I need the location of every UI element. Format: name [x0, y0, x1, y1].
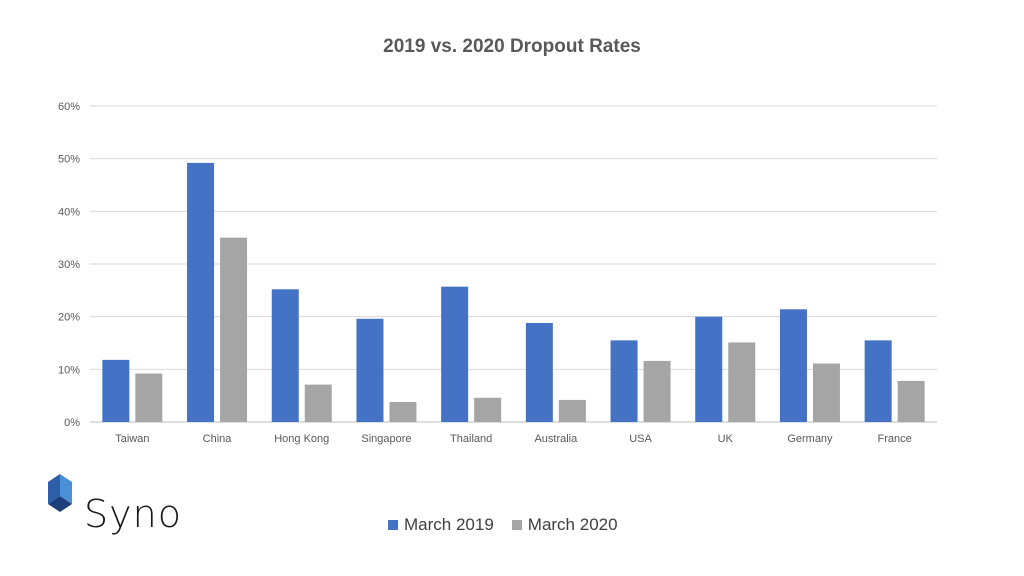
bar-march-2020-singapore [389, 401, 417, 422]
x-category-label: UK [718, 433, 734, 445]
x-category-label: China [203, 433, 233, 445]
bar-march-2020-china [220, 237, 248, 422]
bar-march-2020-france [897, 380, 925, 422]
bar-march-2019-uk [695, 316, 723, 422]
legend-swatch-march-2019 [388, 520, 398, 530]
y-tick-label: 30% [58, 259, 80, 271]
bars [102, 162, 925, 422]
bar-march-2019-germany [779, 309, 807, 422]
legend-item-march-2020: March 2020 [511, 515, 618, 535]
y-tick-label: 50% [58, 154, 80, 166]
chart-title: 2019 vs. 2020 Dropout Rates [383, 36, 641, 57]
bar-march-2019-usa [610, 340, 638, 422]
bar-march-2019-australia [525, 322, 553, 422]
x-category-label: Germany [787, 433, 833, 445]
y-tick-label: 10% [58, 364, 80, 376]
bar-march-2019-taiwan [102, 359, 130, 422]
bar-march-2020-australia [558, 399, 586, 422]
cube-logo-icon [48, 474, 72, 512]
bar-march-2019-thailand [441, 286, 469, 422]
bar-march-2019-hong-kong [271, 289, 299, 422]
x-category-label: France [878, 433, 912, 445]
x-category-label: Hong Kong [274, 433, 329, 445]
x-category-label: Singapore [361, 433, 411, 445]
bar-march-2020-hong-kong [304, 384, 332, 422]
logo-text: Syno [84, 492, 182, 536]
bar-march-2019-france [864, 340, 892, 422]
y-tick-label: 60% [58, 101, 80, 113]
legend-label-march-2020: March 2020 [527, 515, 618, 534]
bar-march-2020-thailand [474, 397, 502, 422]
legend-label-march-2019: March 2019 [404, 515, 494, 534]
y-tick-label: 40% [58, 206, 80, 218]
legend: March 2019 March 2020 [388, 515, 618, 535]
legend-swatch-march-2020 [511, 520, 522, 530]
bar-march-2020-taiwan [135, 373, 163, 422]
x-category-label: Thailand [450, 433, 492, 445]
bar-march-2019-singapore [356, 318, 384, 422]
legend-item-march-2019: March 2019 [388, 515, 494, 535]
x-category-label: USA [629, 433, 652, 445]
y-tick-label: 0% [64, 417, 80, 429]
x-category-label: Taiwan [115, 433, 149, 445]
x-category-label: Australia [534, 433, 578, 445]
bar-march-2020-usa [643, 360, 671, 422]
y-tick-label: 20% [58, 312, 80, 324]
bar-march-2020-germany [812, 363, 840, 422]
bar-march-2020-uk [728, 342, 756, 422]
bar-march-2019-china [187, 162, 215, 422]
y-axis-ticks: 0% 10% 20% 30% 40% 50% 60% [58, 101, 80, 429]
grid-lines [90, 105, 937, 423]
x-axis-labels: Taiwan China Hong Kong Singapore Thailand Aus… [115, 433, 912, 445]
